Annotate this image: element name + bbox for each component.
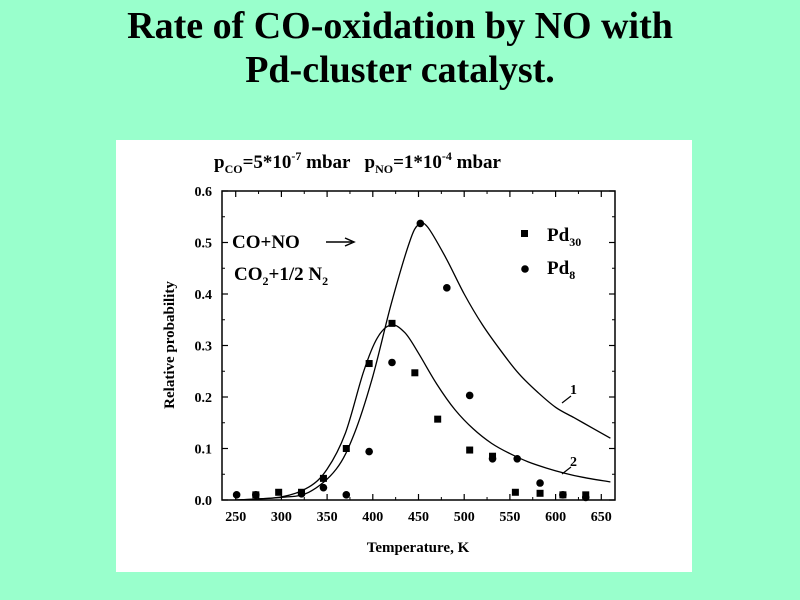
legend-marker-circle [521,265,529,273]
x-tick-label-350: 350 [317,510,338,525]
legend-marker-square [521,230,528,237]
reaction-co: CO [234,264,263,285]
chart-panel: pCO=5*10-7 mbar pNO=1*10-4 mbar 250 300 350… [116,140,692,572]
y-tick-label-0.2: 0.2 [195,391,213,406]
chart-svg: pCO=5*10-7 mbar pNO=1*10-4 mbar 250 300 350… [162,149,616,556]
y-axis-label: Relative probability [162,281,178,409]
x-tick-label-450: 450 [408,510,429,525]
pno-value: =1*10 [393,152,442,173]
ticks-layer [222,190,615,501]
point-pd8 [388,358,396,367]
fit-curve-1 [235,222,611,500]
slide-title-line-2: Pd-cluster catalyst. [245,49,555,91]
point-pd8 [536,479,544,487]
y-tick-label-0.4: 0.4 [195,288,213,303]
point-pd30 [319,474,327,482]
point-pd8 [581,493,590,502]
point-pd8 [365,447,373,456]
point-pd30 [511,488,519,496]
point-pd30 [466,446,474,454]
point-pd8 [297,490,306,498]
pco-unit: mbar [301,152,351,173]
pco-exponent: -7 [291,149,301,163]
curve-label-2: 2 [570,455,577,470]
point-pd8 [559,491,567,499]
reaction-n2-part: +1/2 N [269,264,323,285]
point-pd30 [536,489,544,497]
point-pd30 [342,445,350,452]
x-tick-label-300: 300 [271,510,292,525]
y-tick-label-0.0: 0.0 [195,494,213,509]
point-pd8 [342,491,351,499]
reaction-arrow [326,237,356,247]
legend-label-pd30: Pd30 [547,225,581,249]
pco-value: =5*10 [243,152,292,173]
x-tick-label-500: 500 [454,510,475,525]
x-tick-label-650: 650 [591,510,612,525]
slide-title-line-1: Rate of CO-oxidation by NO with [127,5,673,47]
fit-curve-2 [235,324,611,500]
point-pd8 [513,455,522,463]
y-tick-label-0.6: 0.6 [195,185,213,200]
legend-label-pd8: Pd8 [547,258,575,282]
x-tick-label-250: 250 [225,510,246,525]
legend-pd30-base: Pd [547,225,570,246]
slide-title: Rate of CO-oxidation by NO with Pd-clust… [0,4,800,92]
reaction-co2-subscript: 2 [263,274,269,288]
x-tick-label-550: 550 [499,510,520,525]
reaction-arrow-head [344,237,356,247]
point-pd8 [252,491,260,499]
reaction-n2-subscript: 2 [322,274,328,288]
y-tick-label-0.1: 0.1 [195,443,213,458]
point-pd8 [319,483,328,492]
point-pd30 [275,488,283,496]
legend: Pd30 Pd8 [521,225,581,282]
point-pd8 [443,284,451,292]
point-pd30 [411,369,419,377]
pno-p: p [364,152,375,173]
tick-labels-layer: 250 300 350 400 450 500 550 600 650 0.0 0.1 0.2 0.3 0… [195,185,612,525]
point-pd30 [388,319,396,327]
data-points-layer [232,219,590,502]
curve-label-1: 1 [570,383,577,398]
x-tick-label-400: 400 [362,510,383,525]
pco-p: p [214,152,225,173]
point-pd8 [488,455,497,463]
pno-subscript: NO [375,162,393,176]
curve-2-annotation: 2 [561,455,577,475]
curve-2-pointer [561,466,572,475]
x-tick-label-600: 600 [545,510,566,525]
legend-pd8-subscript: 8 [569,268,575,282]
fit-curves-layer [235,222,611,500]
point-pd30 [434,415,442,423]
point-pd30 [365,360,373,368]
pco-subscript: CO [225,162,243,176]
pno-exponent: -4 [442,149,452,163]
legend-pd30-subscript: 30 [569,235,581,249]
point-pd8 [465,391,474,400]
x-axis-label: Temperature, K [367,540,470,556]
y-tick-label-0.3: 0.3 [195,340,213,355]
legend-pd8-base: Pd [547,258,570,279]
condition-label: pCO=5*10-7 mbar pNO=1*10-4 mbar [214,149,502,176]
curve-1-annotation: 1 [561,383,577,404]
y-tick-label-0.5: 0.5 [195,237,213,252]
curve-1-pointer [561,395,572,404]
pno-unit: mbar [452,152,502,173]
reaction-line-2: CO2+1/2 N2 [234,264,328,288]
point-pd8 [232,491,241,499]
reaction-line-1: CO+NO [232,232,300,253]
point-pd8 [416,219,425,228]
